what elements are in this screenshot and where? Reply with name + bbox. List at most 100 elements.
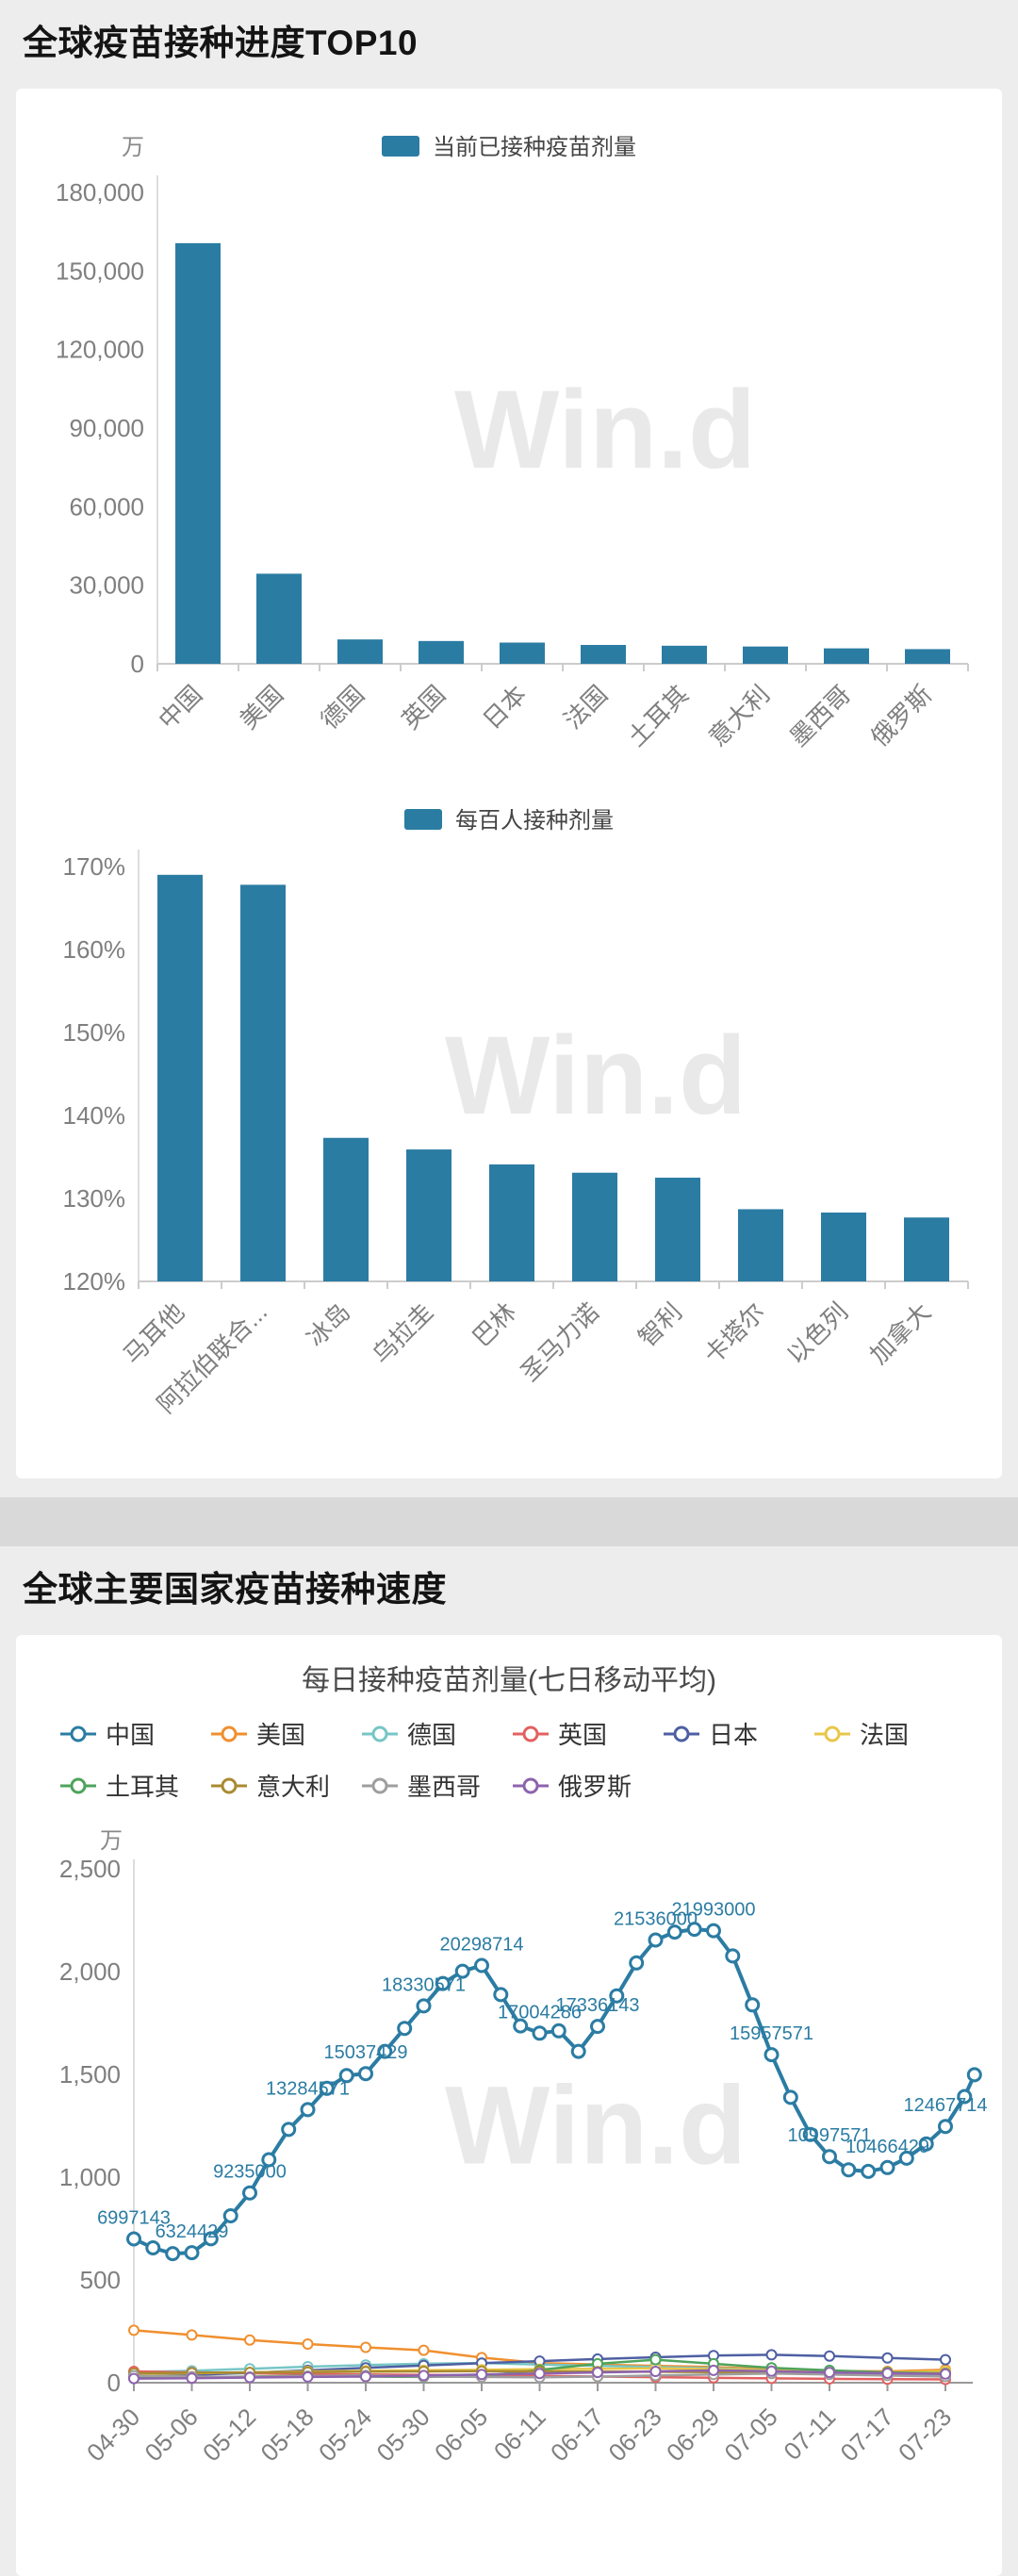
data-point	[338, 2068, 354, 2084]
y-tick-label: 180,000	[56, 178, 144, 206]
data-point	[861, 2163, 877, 2179]
legend-item-意大利[interactable]: 意大利	[210, 1768, 361, 1803]
data-point	[128, 2324, 140, 2337]
data-point	[666, 1924, 682, 1940]
legend-item-法国[interactable]: 法国	[813, 1716, 964, 1751]
legend-line-marker-icon	[362, 1777, 398, 1793]
watermark: Win.d	[445, 1014, 747, 1138]
data-point	[319, 2080, 335, 2096]
x-tick-label: 05-06	[140, 2403, 204, 2467]
data-point	[629, 1955, 645, 1971]
data-point	[708, 2364, 719, 2376]
x-tick-label: 06-29	[661, 2403, 725, 2467]
legend-label: 英国	[558, 1721, 608, 1749]
data-point	[649, 2353, 662, 2366]
watermark: Win.d	[445, 2064, 747, 2188]
data-point	[898, 2150, 914, 2166]
bar-德国	[337, 639, 383, 664]
x-category-label: 卡塔尔	[698, 1297, 770, 1369]
legend-item-土耳其[interactable]: 土耳其	[59, 1768, 210, 1803]
legend-label: 法国	[860, 1721, 910, 1749]
legend-item-德国[interactable]: 德国	[361, 1716, 512, 1751]
x-tick-label: 06-11	[488, 2403, 551, 2466]
legend-line-marker-icon	[60, 1726, 96, 1742]
data-point	[242, 2185, 257, 2201]
y-tick-label: 150,000	[56, 256, 144, 285]
data-point	[648, 1932, 664, 1948]
data-point	[879, 2159, 895, 2175]
bar-圣马力诺	[572, 1172, 617, 1281]
vaccination-progress-card: Win.d 当前已接种疫苗剂量 万 0 30,000 60,000 90,000 120,00…	[16, 89, 1002, 1478]
legend-swatch[interactable]	[404, 809, 442, 830]
legend-line-marker-icon	[211, 1777, 247, 1793]
data-point	[360, 2341, 371, 2353]
bar-俄罗斯	[905, 649, 950, 664]
x-category-label: 乌拉圭	[367, 1297, 438, 1369]
data-point	[418, 2370, 430, 2382]
legend-line-marker-icon	[513, 1726, 549, 1742]
legend-item-俄罗斯[interactable]: 俄罗斯	[512, 1768, 663, 1803]
x-tick-label: 04-30	[81, 2403, 145, 2467]
data-point	[244, 2334, 255, 2346]
legend-label: 意大利	[256, 1773, 331, 1801]
point-label: 9235000	[213, 2162, 287, 2183]
x-tick-label: 07-17	[835, 2403, 899, 2467]
x-category-label: 土耳其	[622, 680, 694, 751]
data-point	[706, 1923, 721, 1939]
bar-法国	[581, 645, 626, 664]
data-point	[186, 2329, 198, 2341]
bar-卡塔尔	[738, 1209, 783, 1281]
y-tick-label: 0	[107, 2369, 121, 2397]
legend-label: 德国	[407, 1721, 457, 1749]
y-tick-label: 90,000	[69, 414, 144, 442]
section2-header: 全球主要国家疫苗接种速度	[0, 1546, 1018, 1635]
legend-item-墨西哥[interactable]: 墨西哥	[361, 1768, 512, 1803]
legend-line-marker-icon	[513, 1777, 549, 1793]
chart-daily-doses: Win.d 万 0 500 1,000 1,500 2,000 2,500 04-3005-06…	[59, 1828, 988, 2467]
y-tick-label: 120,000	[56, 336, 144, 364]
y-tick-label: 130%	[63, 1184, 126, 1213]
y-tick-label: 1,500	[59, 2060, 121, 2089]
data-point	[222, 2208, 238, 2223]
y-tick-label: 500	[80, 2266, 121, 2294]
legend-item-英国[interactable]: 英国	[512, 1716, 663, 1751]
data-point	[782, 2089, 798, 2105]
section-divider	[0, 1497, 1018, 1546]
point-label: 10466429	[846, 2137, 929, 2157]
data-point	[765, 2365, 778, 2377]
data-point	[649, 2366, 662, 2377]
data-point	[592, 2367, 603, 2379]
x-tick-label: 06-23	[603, 2403, 667, 2467]
data-point	[476, 2369, 487, 2381]
y-tick-label: 60,000	[69, 492, 144, 520]
point-label: 21993000	[672, 1900, 756, 1921]
x-category-label: 智利	[632, 1297, 687, 1352]
legend-swatch[interactable]	[382, 136, 419, 157]
legend-label[interactable]: 当前已接种疫苗剂量	[433, 135, 636, 160]
x-category-label: 英国	[396, 680, 451, 735]
legend-label[interactable]: 每百人接种剂量	[455, 808, 614, 834]
point-label: 12467714	[904, 2095, 988, 2116]
data-point	[686, 1922, 702, 1938]
x-category-label: 冰岛	[301, 1297, 355, 1352]
axis-unit-label: 万	[100, 1828, 123, 1854]
point-label: 21536000	[614, 1909, 698, 1930]
legend-item-美国[interactable]: 美国	[210, 1716, 361, 1751]
point-label: 10997571	[788, 2125, 872, 2146]
point-label: 15037429	[324, 2042, 408, 2063]
x-tick-label: 06-17	[545, 2403, 609, 2467]
y-tick-label: 1,000	[59, 2163, 121, 2191]
legend-item-日本[interactable]: 日本	[663, 1716, 813, 1751]
legend-label: 中国	[106, 1721, 156, 1749]
point-label: 6324429	[156, 2221, 229, 2242]
x-tick-label: 07-11	[778, 2403, 841, 2466]
bar-乌拉圭	[406, 1149, 452, 1281]
legend-item-中国[interactable]: 中国	[59, 1716, 210, 1751]
x-category-label: 意大利	[703, 680, 775, 751]
bar-土耳其	[662, 645, 707, 664]
data-point	[261, 2152, 277, 2168]
y-tick-label: 140%	[63, 1101, 126, 1130]
x-category-label: 中国	[153, 680, 207, 735]
axis-unit-label: 万	[122, 135, 144, 160]
data-point	[302, 2338, 314, 2350]
